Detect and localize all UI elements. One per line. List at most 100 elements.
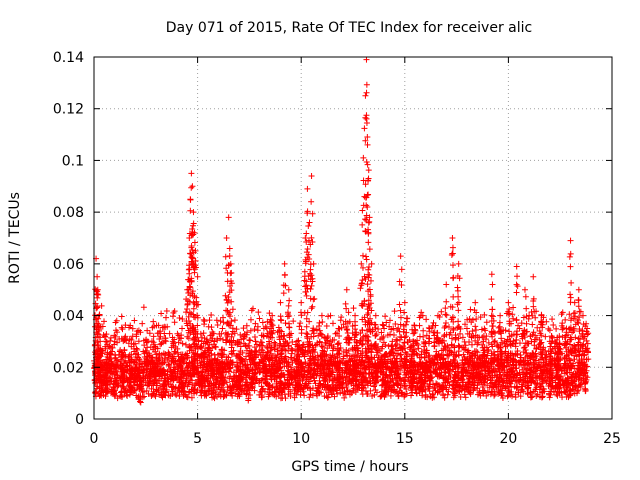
data-point (309, 303, 316, 310)
data-point (247, 327, 254, 334)
data-point (365, 264, 372, 271)
data-point (308, 198, 315, 205)
data-point (562, 316, 569, 323)
data-point (233, 326, 240, 333)
data-point (209, 329, 216, 336)
data-point (190, 209, 197, 216)
data-point (223, 235, 230, 241)
data-point (188, 184, 195, 191)
data-point (364, 203, 371, 210)
data-point (208, 312, 215, 319)
data-point (311, 295, 318, 302)
data-point (438, 308, 445, 315)
data-point (413, 390, 420, 397)
data-point (510, 304, 517, 311)
data-point (382, 342, 389, 349)
data-point (335, 325, 342, 332)
data-point (185, 380, 192, 387)
data-point (533, 357, 540, 364)
data-point (450, 326, 457, 333)
data-point (286, 297, 293, 304)
data-point (325, 394, 332, 401)
data-point (189, 183, 196, 190)
data-point (462, 394, 469, 401)
data-point (214, 322, 221, 329)
data-point (217, 318, 224, 325)
data-point (280, 290, 287, 297)
data-point (256, 315, 263, 322)
data-point (146, 330, 153, 337)
data-point (285, 302, 292, 309)
data-point (163, 308, 170, 315)
data-point (334, 390, 341, 397)
data-point (252, 320, 259, 327)
data-point (422, 391, 429, 398)
data-point (307, 286, 314, 293)
data-point (403, 329, 410, 336)
data-point (352, 312, 359, 319)
data-point (457, 330, 464, 337)
data-point (362, 253, 369, 260)
data-point (139, 320, 146, 327)
data-point (92, 389, 99, 396)
data-point (330, 377, 337, 384)
data-point (303, 230, 310, 237)
data-point (510, 315, 517, 322)
data-point (340, 353, 347, 360)
data-point (222, 253, 229, 260)
data-point (358, 280, 365, 287)
data-point (179, 325, 186, 332)
data-point (394, 379, 401, 386)
data-point (296, 323, 303, 330)
data-point (549, 316, 556, 323)
data-point (312, 380, 319, 387)
data-point (102, 338, 109, 345)
data-point (467, 306, 474, 313)
data-point (492, 330, 499, 337)
data-point (144, 327, 151, 334)
data-point (403, 315, 410, 322)
data-point (363, 81, 370, 88)
data-point (307, 385, 314, 392)
data-point (301, 268, 308, 275)
data-point (187, 207, 194, 214)
data-point (484, 372, 491, 379)
data-point (191, 239, 198, 246)
data-point (499, 387, 506, 394)
data-point (318, 312, 325, 319)
data-point (313, 326, 320, 333)
data-point (406, 337, 413, 344)
data-point (483, 319, 490, 326)
data-point (360, 154, 367, 161)
data-point (395, 325, 402, 332)
data-point (533, 392, 540, 399)
data-point (304, 246, 311, 253)
data-point (200, 330, 207, 337)
data-point (290, 318, 297, 325)
data-point (420, 327, 427, 334)
data-point (343, 286, 350, 293)
data-point (545, 325, 552, 332)
data-point (543, 351, 550, 358)
data-point (383, 319, 390, 326)
data-point (298, 330, 305, 337)
data-point (162, 314, 169, 321)
data-point (393, 380, 400, 387)
data-point (380, 322, 387, 329)
data-point (157, 341, 164, 348)
data-point (340, 390, 347, 397)
data-point (289, 339, 296, 346)
data-point (363, 119, 370, 126)
data-point (286, 324, 293, 331)
data-point (288, 345, 295, 352)
data-point (238, 336, 245, 343)
data-point (161, 330, 168, 337)
data-point (397, 321, 404, 328)
data-point (342, 300, 349, 307)
data-point (310, 296, 317, 303)
data-point (378, 382, 385, 389)
data-point (247, 337, 254, 344)
data-point (288, 354, 295, 361)
data-point (183, 309, 190, 316)
